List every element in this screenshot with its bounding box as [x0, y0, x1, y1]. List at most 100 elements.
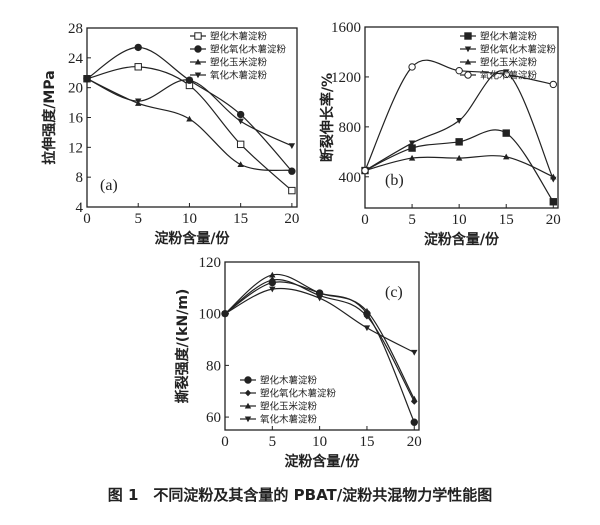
data-point: [134, 43, 142, 52]
x-tick-label: 15: [359, 434, 374, 450]
data-point: [455, 118, 463, 124]
plot-frame: [364, 26, 559, 209]
data-point: [363, 313, 371, 320]
legend-marker: [464, 58, 472, 65]
legend-item: 塑化玉米淀粉: [460, 57, 538, 69]
legend-item: 塑化玉米淀粉: [240, 401, 318, 413]
y-tick-label: 8: [76, 170, 84, 186]
x-tick-label: 10: [452, 212, 467, 228]
legend-marker: [194, 58, 202, 65]
y-tick-label: 16: [68, 111, 84, 127]
legend-label: 氧化木薯淀粉: [210, 70, 268, 82]
legend-item: 塑化木薯淀粉: [240, 375, 318, 387]
legend-item: 塑化氧化木薯淀粉: [190, 44, 287, 56]
x-tick-label: 20: [546, 212, 561, 228]
series-3: [83, 75, 296, 174]
series-line: [86, 78, 292, 172]
data-point: [269, 286, 276, 293]
panel-label: (b): [385, 172, 404, 189]
data-point: [236, 110, 245, 119]
legend-item: 氧化木薯淀粉: [460, 70, 538, 82]
y-tick-label: 20: [68, 81, 83, 97]
data-point: [269, 276, 276, 284]
legend-marker: [244, 376, 252, 384]
y-tick-label: 24: [68, 51, 84, 67]
legend-label: 塑化氧化木薯淀粉: [210, 44, 287, 56]
series-1: [361, 129, 557, 206]
data-point: [221, 311, 229, 317]
legend-item: 塑化氧化木薯淀粉: [240, 388, 337, 400]
data-point: [549, 80, 557, 89]
x-tick-label: 15: [233, 211, 248, 227]
series-line: [364, 70, 554, 180]
data-point: [316, 295, 323, 302]
y-tick-label: 60: [206, 410, 221, 426]
x-tick-label: 0: [361, 212, 369, 228]
legend-item: 塑化木薯淀粉: [460, 31, 538, 43]
data-point: [411, 395, 418, 402]
legend-marker: [464, 46, 472, 53]
data-point: [269, 271, 276, 278]
data-point: [186, 115, 193, 122]
y-tick-label: 1200: [331, 70, 361, 86]
x-axis-label: 淀粉含量/份: [284, 453, 360, 470]
legend-label: 塑化玉米淀粉: [210, 57, 268, 69]
data-point: [134, 63, 142, 71]
data-point: [502, 129, 510, 137]
y-tick-label: 400: [339, 170, 362, 186]
x-axis-label: 淀粉含量/份: [424, 231, 500, 248]
x-axis-label: 淀粉含量/份: [154, 230, 230, 247]
x-tick-label: 5: [134, 211, 142, 227]
x-tick-label: 10: [182, 211, 197, 227]
data-point: [186, 77, 193, 84]
y-axis-label: 拉伸强度/MPa: [41, 70, 58, 164]
data-point: [408, 154, 416, 161]
legend-label: 塑化玉米淀粉: [480, 57, 538, 69]
y-axis-label: 撕裂强度/(kN/m): [174, 289, 191, 404]
legend-label: 氧化木薯淀粉: [480, 70, 538, 82]
legend-item: 氧化木薯淀粉: [240, 414, 318, 426]
series-2: [361, 69, 557, 183]
x-tick-label: 15: [499, 212, 514, 228]
legend-label: 塑化木薯淀粉: [480, 31, 538, 43]
legend-marker: [194, 45, 202, 53]
chart-b: 0 5 10 15 20 400 800 1200 1600 淀粉含量/份 断裂伸长率/% (b) 塑化…: [319, 20, 561, 248]
y-tick-label: 800: [339, 120, 362, 136]
data-point: [316, 289, 323, 296]
y-tick-label: 80: [206, 358, 221, 374]
data-point: [502, 70, 510, 79]
data-point: [410, 418, 418, 426]
data-point: [288, 167, 296, 174]
legend-marker: [464, 32, 472, 40]
panel-label: (c): [385, 284, 403, 301]
data-point: [237, 161, 244, 168]
y-tick-label: 100: [199, 307, 222, 323]
legend-marker: [194, 32, 202, 40]
data-point: [83, 76, 91, 82]
legend-marker: [244, 402, 252, 409]
data-point: [549, 198, 557, 206]
x-tick-label: 10: [312, 434, 327, 450]
x-tick-label: 20: [284, 211, 299, 227]
data-point: [288, 143, 296, 150]
data-point: [503, 153, 510, 160]
data-point: [455, 138, 463, 146]
data-point: [408, 140, 416, 147]
chart-a: 0 5 10 15 20 4 8 12 16 20 24 28 淀粉含量/份 拉伸强度/MPa (a) 塑化木…: [41, 21, 299, 247]
data-point: [236, 140, 245, 149]
series-line: [224, 273, 415, 400]
data-point: [408, 63, 416, 71]
series-line: [224, 281, 415, 423]
data-point: [237, 118, 244, 125]
chart-c: 0 5 10 15 20 60 80 100 120 淀粉含量/份 撕裂强度/(kN/m) (c) 塑化…: [174, 255, 422, 470]
data-point: [361, 166, 369, 175]
data-point: [363, 325, 371, 332]
x-tick-label: 20: [407, 434, 422, 450]
data-point: [363, 307, 371, 314]
x-tick-label: 5: [269, 434, 277, 450]
legend-label: 塑化氧化木薯淀粉: [480, 44, 557, 56]
legend-marker: [244, 416, 252, 423]
data-point: [135, 98, 142, 105]
y-axis-label: 断裂伸长率/%: [319, 73, 336, 162]
